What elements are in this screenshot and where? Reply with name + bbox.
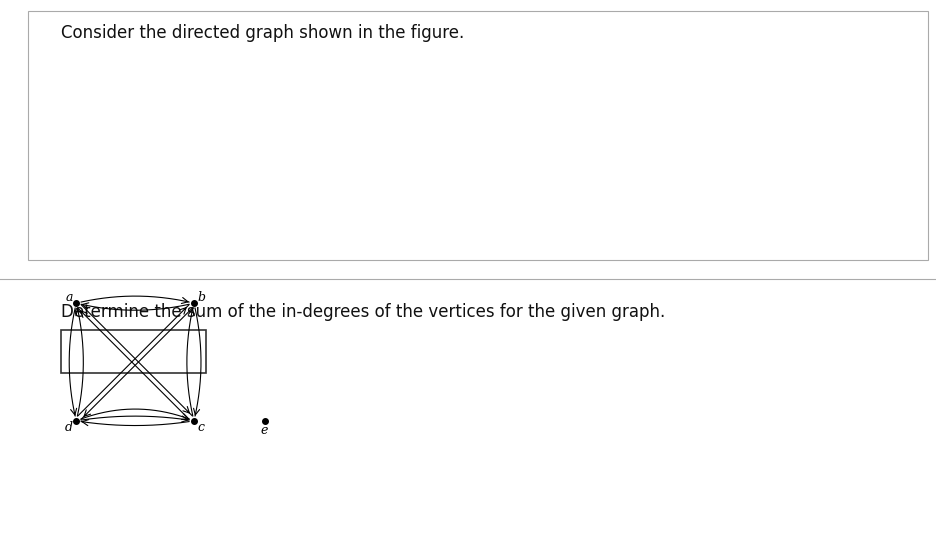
Text: a: a: [66, 291, 73, 304]
Text: d: d: [66, 421, 73, 434]
Text: e: e: [260, 424, 268, 437]
Text: Consider the directed graph shown in the figure.: Consider the directed graph shown in the…: [61, 24, 463, 42]
FancyBboxPatch shape: [61, 330, 206, 373]
Text: c: c: [197, 421, 204, 434]
Text: b: b: [197, 291, 205, 304]
Text: Determine the sum of the in-degrees of the vertices for the given graph.: Determine the sum of the in-degrees of t…: [61, 303, 665, 321]
